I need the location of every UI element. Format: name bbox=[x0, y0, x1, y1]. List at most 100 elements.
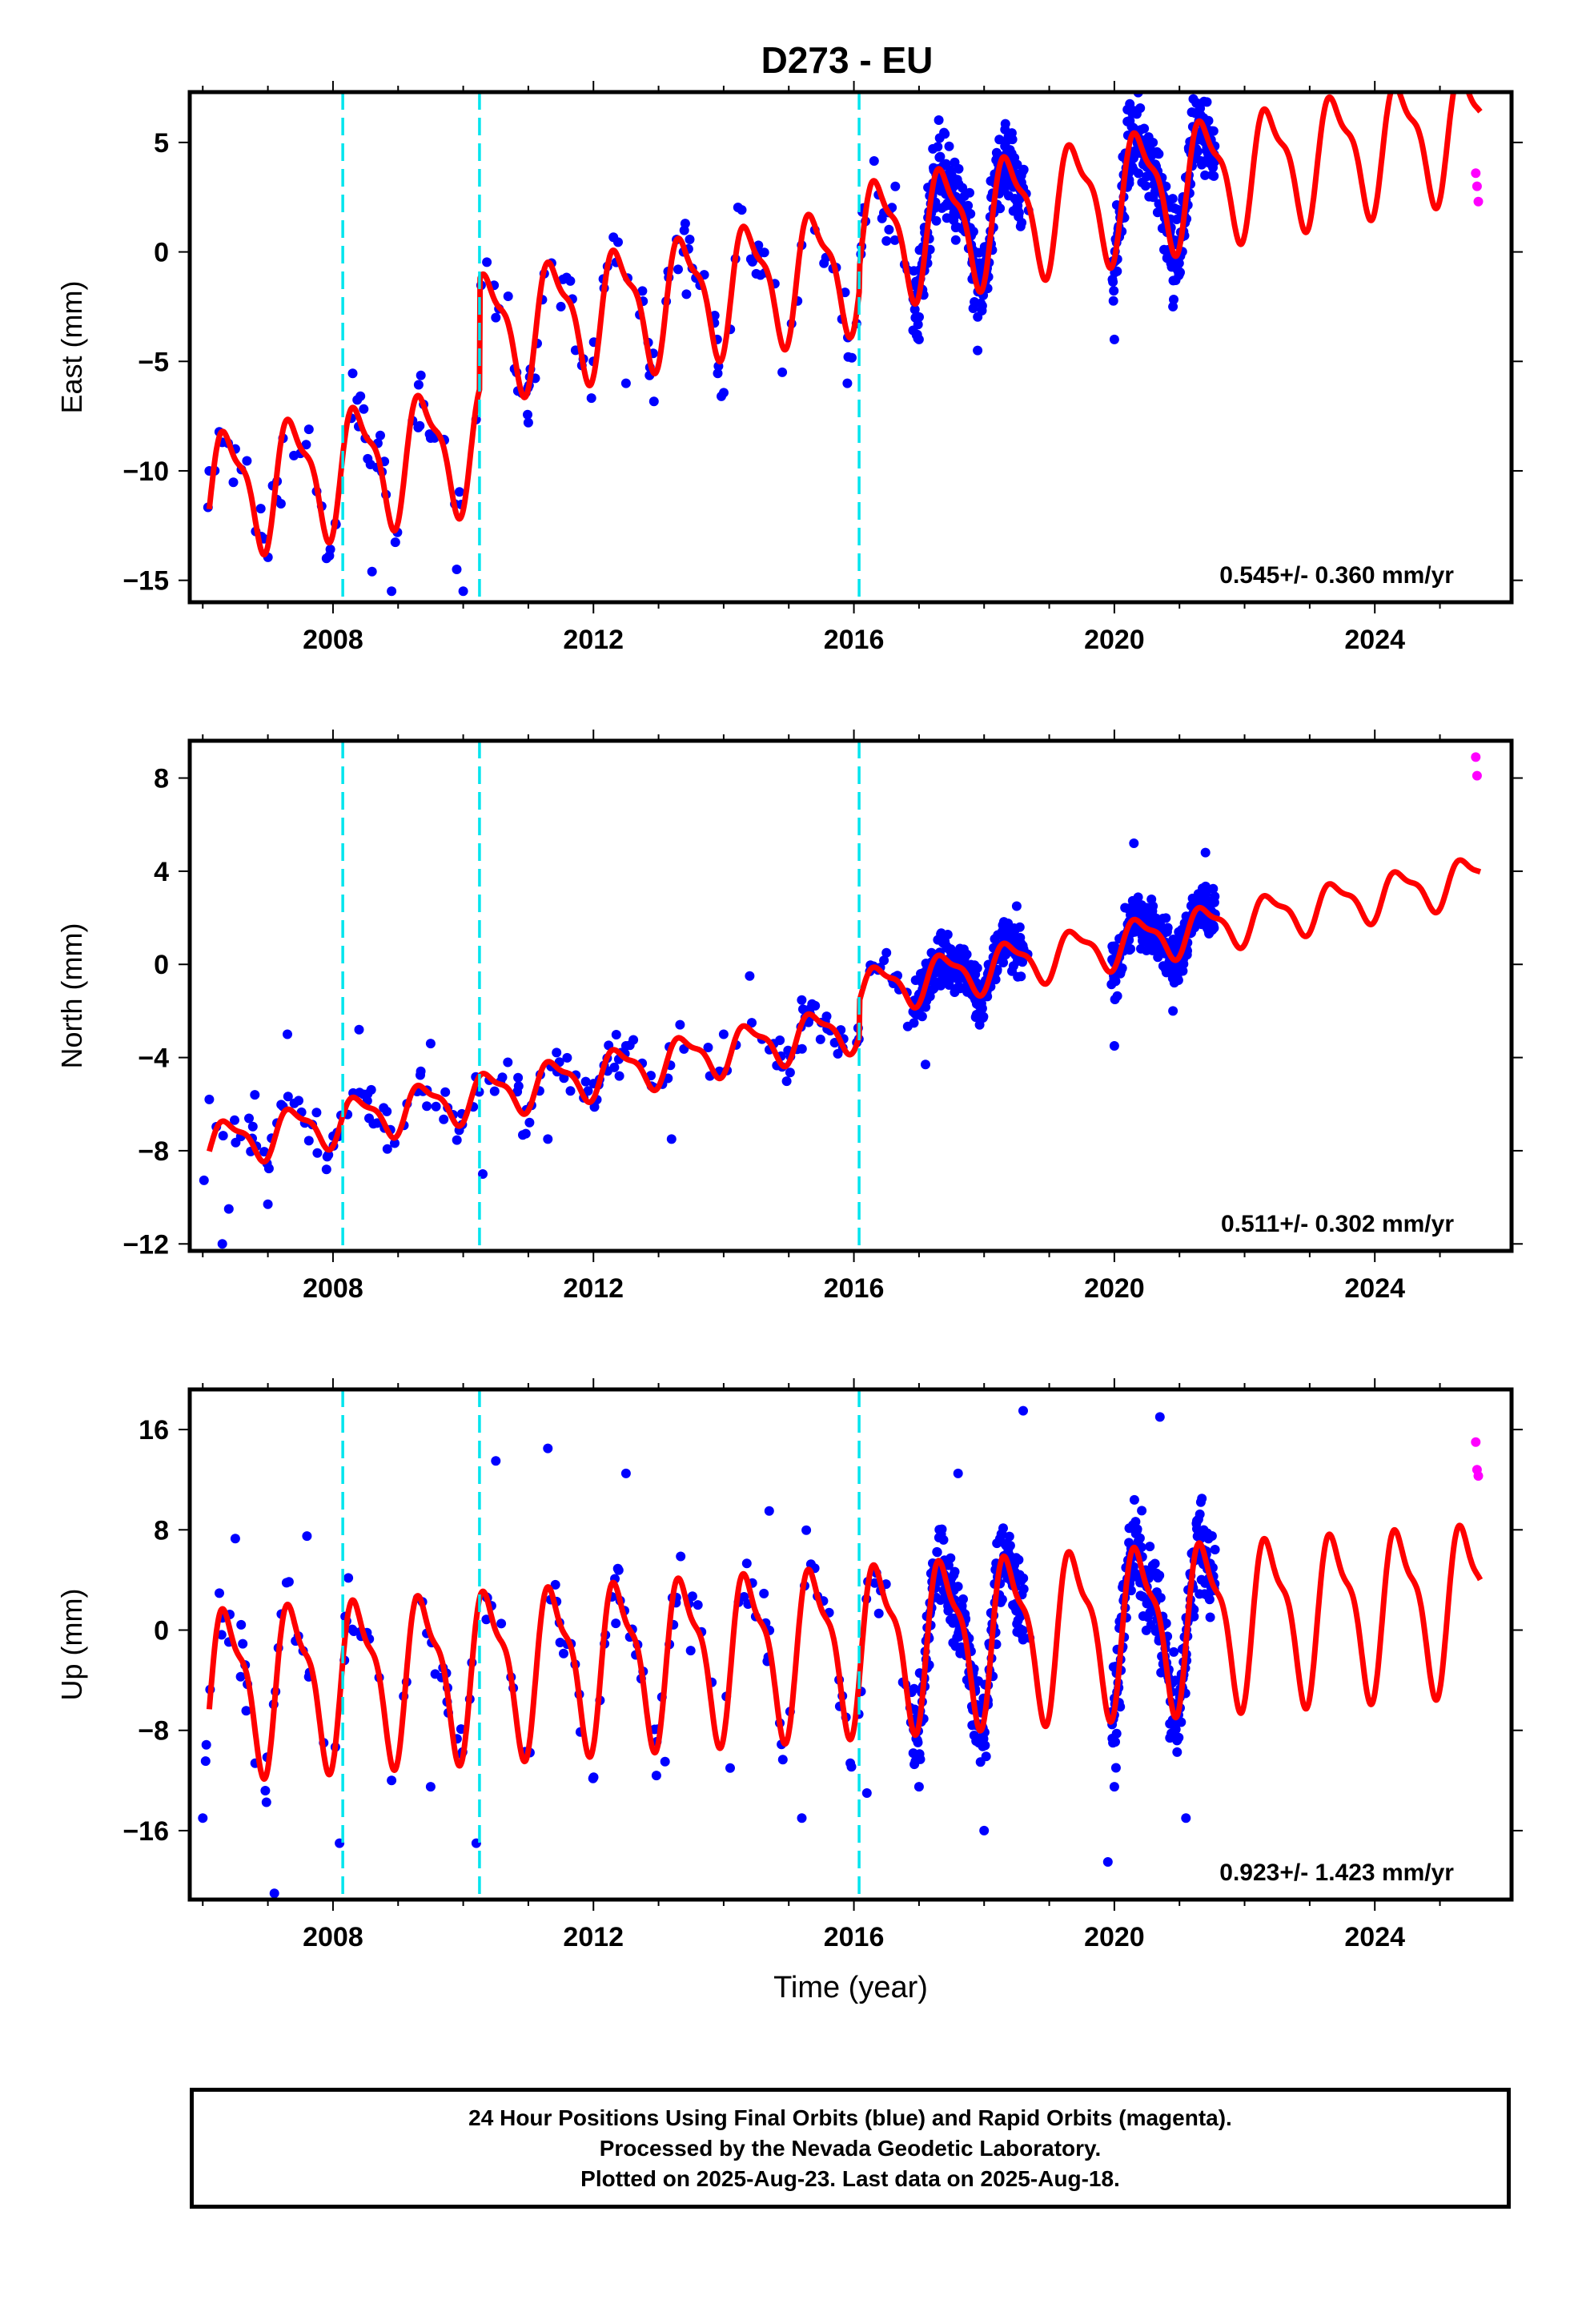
final-orbit-point bbox=[884, 224, 894, 235]
final-orbit-point bbox=[1133, 892, 1143, 903]
final-orbit-point bbox=[620, 1468, 631, 1478]
panel-up: 2008 2012 2016 2020 2024 −16 −8 0 8 16 Up (mm) 0.92… bbox=[55, 1378, 1523, 2004]
final-orbit-point bbox=[1210, 1545, 1220, 1554]
final-orbit-point bbox=[1122, 104, 1133, 115]
final-orbit-point bbox=[944, 141, 954, 151]
final-orbit-point bbox=[609, 1062, 620, 1072]
final-orbit-point bbox=[1193, 147, 1203, 157]
final-orbit-point bbox=[932, 1547, 942, 1558]
final-orbit-point bbox=[759, 247, 769, 258]
final-orbit-point bbox=[1169, 1647, 1179, 1657]
final-orbit-point bbox=[611, 1030, 621, 1039]
final-orbit-point bbox=[890, 181, 901, 191]
final-orbit-point bbox=[815, 1034, 825, 1044]
final-orbit-point bbox=[283, 1029, 292, 1039]
final-orbit-point bbox=[1154, 1412, 1165, 1422]
final-orbit-point bbox=[614, 1071, 624, 1081]
final-orbit-point bbox=[966, 209, 976, 219]
y-axis-title: East (mm) bbox=[55, 281, 88, 414]
final-orbit-point bbox=[422, 1101, 432, 1112]
final-orbit-point bbox=[321, 553, 331, 564]
final-orbit-point bbox=[718, 1029, 729, 1039]
final-orbit-point bbox=[452, 565, 462, 574]
final-orbit-point bbox=[263, 1164, 274, 1174]
final-orbit-point bbox=[940, 129, 950, 139]
final-orbit-point bbox=[1148, 901, 1158, 911]
final-orbit-point bbox=[1109, 286, 1119, 296]
final-orbit-point bbox=[1014, 922, 1025, 932]
final-orbit-point bbox=[821, 1011, 832, 1022]
model-curve bbox=[207, 857, 1483, 1165]
final-orbit-point bbox=[261, 1797, 271, 1807]
final-orbit-point bbox=[938, 1534, 949, 1545]
final-orbit-point bbox=[620, 1041, 631, 1051]
final-orbit-point bbox=[660, 1756, 670, 1767]
final-orbit-point bbox=[943, 1606, 954, 1616]
final-orbit-point bbox=[977, 1003, 987, 1014]
final-orbit-point bbox=[937, 1524, 947, 1534]
final-orbit-point bbox=[1200, 170, 1211, 180]
y-tick-label: 0 bbox=[154, 238, 169, 268]
final-orbit-point bbox=[496, 1618, 507, 1629]
final-orbit-point bbox=[1012, 159, 1022, 170]
final-orbit-point bbox=[482, 257, 492, 267]
final-orbit-point bbox=[1011, 203, 1022, 213]
final-orbit-point bbox=[676, 1551, 686, 1562]
final-orbit-point bbox=[1167, 194, 1178, 204]
final-orbit-point bbox=[1197, 1494, 1207, 1504]
final-orbit-point bbox=[1110, 1763, 1121, 1773]
final-orbit-point bbox=[739, 1592, 749, 1602]
final-orbit-point bbox=[1134, 1533, 1145, 1543]
final-orbit-point bbox=[968, 227, 978, 237]
final-orbit-point bbox=[247, 1121, 258, 1132]
rapid-orbit-point bbox=[1472, 181, 1482, 191]
final-orbit-point bbox=[236, 1619, 247, 1630]
final-orbit-point bbox=[275, 499, 286, 509]
final-orbit-point bbox=[909, 1018, 919, 1028]
final-orbit-point bbox=[751, 268, 761, 279]
final-orbit-point bbox=[1172, 1747, 1182, 1757]
final-orbit-point bbox=[387, 1775, 397, 1786]
final-orbit-point bbox=[1204, 1594, 1215, 1605]
final-orbit-point bbox=[1005, 1541, 1015, 1550]
final-orbit-point bbox=[367, 566, 377, 577]
final-orbit-point bbox=[255, 504, 266, 514]
final-orbit-point bbox=[1130, 1517, 1141, 1527]
final-orbit-point bbox=[216, 1630, 227, 1640]
x-tick-label: 2016 bbox=[824, 625, 885, 655]
y-tick-label: 0 bbox=[154, 950, 169, 980]
final-orbit-point bbox=[215, 1588, 224, 1598]
final-orbit-point bbox=[1000, 119, 1010, 129]
final-orbit-point bbox=[1145, 1542, 1155, 1552]
final-orbit-point bbox=[1189, 1611, 1199, 1622]
final-orbit-point bbox=[425, 433, 436, 443]
final-orbit-point bbox=[1176, 1717, 1186, 1727]
final-orbit-point bbox=[1109, 334, 1119, 344]
final-orbit-point bbox=[1018, 1405, 1028, 1416]
x-tick-label: 2008 bbox=[303, 1922, 363, 1952]
rapid-orbit-point bbox=[1472, 770, 1482, 781]
rapid-orbit-point bbox=[1473, 1471, 1484, 1481]
final-orbit-point bbox=[1195, 1509, 1205, 1519]
y-tick-label: −10 bbox=[122, 456, 169, 487]
x-tick-label: 2008 bbox=[303, 1273, 363, 1304]
final-orbit-point bbox=[1110, 1737, 1120, 1747]
final-orbit-point bbox=[259, 1147, 269, 1157]
final-orbit-point bbox=[846, 1762, 857, 1772]
final-orbit-point bbox=[869, 156, 879, 166]
x-tick-label: 2020 bbox=[1084, 625, 1145, 655]
final-orbit-point bbox=[797, 995, 807, 1005]
final-orbit-point bbox=[1205, 1612, 1215, 1622]
x-tick-label: 2016 bbox=[824, 1273, 885, 1304]
final-orbit-point bbox=[946, 1553, 956, 1563]
y-tick-label: −16 bbox=[122, 1816, 169, 1847]
final-orbit-point bbox=[199, 1175, 209, 1185]
final-orbit-point bbox=[1174, 268, 1185, 279]
final-orbit-point bbox=[1108, 277, 1118, 287]
final-orbit-point bbox=[1161, 913, 1171, 923]
final-orbit-point bbox=[440, 1087, 451, 1097]
plot-area bbox=[199, 741, 1483, 1251]
final-orbit-point bbox=[1018, 1625, 1028, 1635]
final-orbit-point bbox=[1112, 991, 1122, 1001]
final-orbit-point bbox=[238, 1638, 248, 1649]
